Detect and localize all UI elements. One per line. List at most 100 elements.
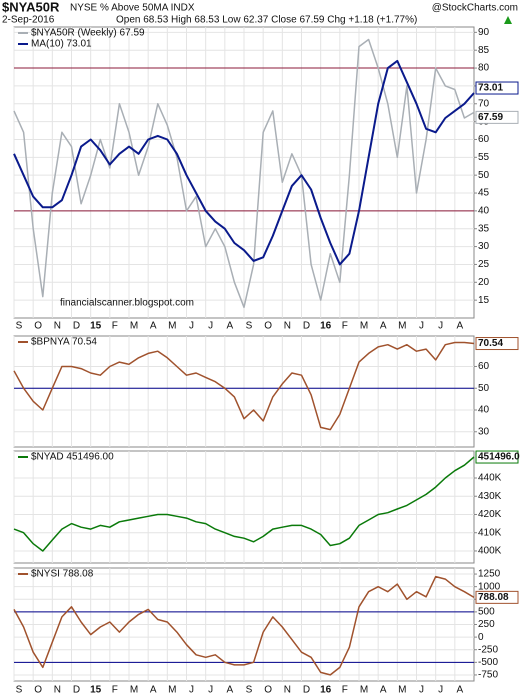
y-tick-label: 60 xyxy=(478,134,490,145)
legend-label: $BPNYA 70.54 xyxy=(31,337,97,348)
x-tick-label: J xyxy=(419,321,424,332)
x-tick-label: J xyxy=(438,685,443,696)
x-tick-label: 16 xyxy=(320,685,332,696)
legend-label: $NYA50R (Weekly) 67.59 xyxy=(31,28,145,39)
x-tick-label: O xyxy=(34,321,42,332)
y-tick-label: 410K xyxy=(478,527,502,538)
x-tick-label: A xyxy=(456,321,463,332)
y-tick-label: 70 xyxy=(478,98,490,109)
description: NYSE % Above 50MA INDX xyxy=(70,3,195,14)
x-tick-label: D xyxy=(73,321,80,332)
x-tick-label: A xyxy=(226,321,233,332)
y-tick-label: 30 xyxy=(478,241,490,252)
y-tick-label: -250 xyxy=(478,644,498,655)
y-tick-label: 0 xyxy=(478,632,484,643)
x-tick-label: M xyxy=(130,685,138,696)
x-tick-label: D xyxy=(73,685,80,696)
x-tick-label: N xyxy=(284,321,291,332)
source: @StockCharts.com xyxy=(432,3,518,14)
x-tick-label: A xyxy=(380,321,387,332)
last-value-box xyxy=(475,337,519,351)
last-value-label: 70.54 xyxy=(478,338,503,349)
y-tick-label: 20 xyxy=(478,277,490,288)
x-tick-label: S xyxy=(16,321,23,332)
last-value-box xyxy=(475,590,519,604)
series-line xyxy=(13,59,475,266)
last-value-label: 67.59 xyxy=(478,112,503,123)
legend-label: MA(10) 73.01 xyxy=(31,39,92,50)
x-tick-label: A xyxy=(226,685,233,696)
legend-label: $NYAD 451496.00 xyxy=(31,452,114,463)
x-tick-label: D xyxy=(303,321,310,332)
last-value-label: 451496.00 xyxy=(478,452,520,463)
y-tick-label: 85 xyxy=(478,45,490,56)
last-value-label: 73.01 xyxy=(478,83,503,94)
last-value-box xyxy=(475,81,519,95)
series-line xyxy=(13,341,475,431)
x-tick-label: J xyxy=(208,685,213,696)
y-tick-label: 15 xyxy=(478,295,490,306)
x-tick-label: O xyxy=(264,321,272,332)
x-tick-label: A xyxy=(456,685,463,696)
x-tick-label: M xyxy=(130,321,138,332)
y-tick-label: -750 xyxy=(478,670,498,681)
x-tick-label: A xyxy=(150,685,157,696)
x-tick-label: J xyxy=(189,321,194,332)
last-value-box xyxy=(475,450,519,464)
annotation: financialscanner.blogspot.com xyxy=(60,298,194,309)
y-tick-label: 45 xyxy=(478,188,490,199)
x-tick-label: O xyxy=(264,685,272,696)
x-tick-label: N xyxy=(54,685,61,696)
y-tick-label: 500 xyxy=(478,607,495,618)
x-tick-label: M xyxy=(168,321,176,332)
x-tick-label: S xyxy=(16,685,23,696)
y-tick-label: 400K xyxy=(478,546,502,557)
y-tick-label: 440K xyxy=(478,473,502,484)
y-tick-label: 90 xyxy=(478,27,490,38)
x-tick-label: M xyxy=(360,685,368,696)
y-tick-label: 40 xyxy=(478,405,490,416)
date: 2-Sep-2016 xyxy=(2,15,55,26)
y-tick-label: -500 xyxy=(478,657,498,668)
x-tick-label: F xyxy=(342,321,348,332)
y-tick-label: 80 xyxy=(478,63,490,74)
y-tick-label: 1250 xyxy=(478,569,501,580)
x-tick-label: N xyxy=(284,685,291,696)
last-value-box xyxy=(475,110,519,124)
x-tick-label: M xyxy=(168,685,176,696)
y-tick-label: 250 xyxy=(478,619,495,630)
series-line xyxy=(13,575,475,676)
x-tick-label: F xyxy=(112,685,118,696)
y-tick-label: 30 xyxy=(478,426,490,437)
x-tick-label: A xyxy=(150,321,157,332)
x-tick-label: F xyxy=(342,685,348,696)
legend-label: $NYSI 788.08 xyxy=(31,569,94,580)
x-tick-label: A xyxy=(380,685,387,696)
y-tick-label: 50 xyxy=(478,383,490,394)
x-tick-label: M xyxy=(398,685,406,696)
y-tick-label: 50 xyxy=(478,170,490,181)
series-line xyxy=(13,38,475,309)
x-tick-label: 15 xyxy=(90,321,102,332)
x-tick-label: M xyxy=(360,321,368,332)
y-tick-label: 35 xyxy=(478,223,490,234)
symbol: $NYA50R xyxy=(2,0,60,14)
y-tick-label: 430K xyxy=(478,491,502,502)
last-value-label: 788.08 xyxy=(478,592,509,603)
y-tick-label: 60 xyxy=(478,361,490,372)
x-tick-label: 16 xyxy=(320,321,332,332)
y-tick-label: 420K xyxy=(478,509,502,520)
x-tick-label: 15 xyxy=(90,685,102,696)
x-tick-label: F xyxy=(112,321,118,332)
up-arrow xyxy=(504,16,512,24)
x-tick-label: O xyxy=(34,685,42,696)
y-tick-label: 40 xyxy=(478,206,490,217)
y-tick-label: 1000 xyxy=(478,581,501,592)
x-tick-label: J xyxy=(208,321,213,332)
x-tick-label: J xyxy=(438,321,443,332)
x-tick-label: J xyxy=(189,685,194,696)
x-tick-label: S xyxy=(246,321,253,332)
quote: Open 68.53 High 68.53 Low 62.37 Close 67… xyxy=(116,15,417,26)
x-tick-label: D xyxy=(303,685,310,696)
